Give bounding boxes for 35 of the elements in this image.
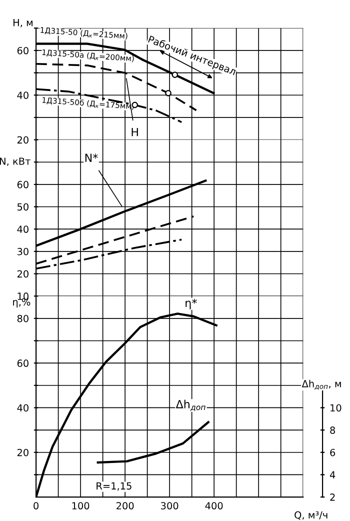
x-tick-label: 200: [116, 502, 134, 510]
x-tick-label: 300: [161, 502, 178, 510]
y-tick-label: 10: [18, 292, 28, 300]
y2-tick-label: 2: [330, 494, 335, 501]
annotation: H: [132, 128, 138, 136]
x-axis-title: Q, м³/ч: [294, 511, 328, 520]
x-tick-label: 0: [34, 502, 38, 510]
x-tick-label: 100: [72, 502, 90, 510]
y-tick-label: 20: [17, 448, 28, 456]
annotation: Δh$_{доп}$: [176, 400, 206, 412]
y2-tick-label: 6: [330, 448, 336, 456]
y-axis-title: N, кВт: [0, 158, 30, 166]
point: [172, 72, 178, 78]
x-tick-label: 400: [205, 502, 223, 510]
y-tick-label: 60: [17, 180, 28, 188]
y-tick-label: 60: [17, 46, 28, 54]
y-tick-label: 50: [17, 203, 28, 211]
y-tick-label: 20: [17, 270, 28, 278]
y-tick-label: 60: [17, 360, 28, 367]
y-axis-title: η,%: [13, 298, 30, 308]
y-tick-label: 40: [17, 226, 28, 233]
point: [165, 90, 172, 96]
y2-tick-label: 8: [330, 426, 336, 434]
y-axis-title: H, м: [14, 19, 32, 28]
y2-axis-title: Δh$_{доп}$, м: [302, 380, 341, 390]
annotation: η*: [186, 298, 197, 310]
y2-tick-label: 10: [330, 404, 342, 412]
y-tick-label: 40: [17, 404, 28, 412]
y-tick-label: 20: [17, 136, 28, 144]
annotation: N*: [85, 154, 98, 162]
y2-tick-label: 4: [330, 471, 336, 478]
y-tick-label: 40: [17, 92, 28, 99]
y-tick-label: 30: [17, 248, 28, 256]
y-tick-label: 80: [17, 314, 28, 322]
annotation: R=1,15: [96, 482, 132, 491]
